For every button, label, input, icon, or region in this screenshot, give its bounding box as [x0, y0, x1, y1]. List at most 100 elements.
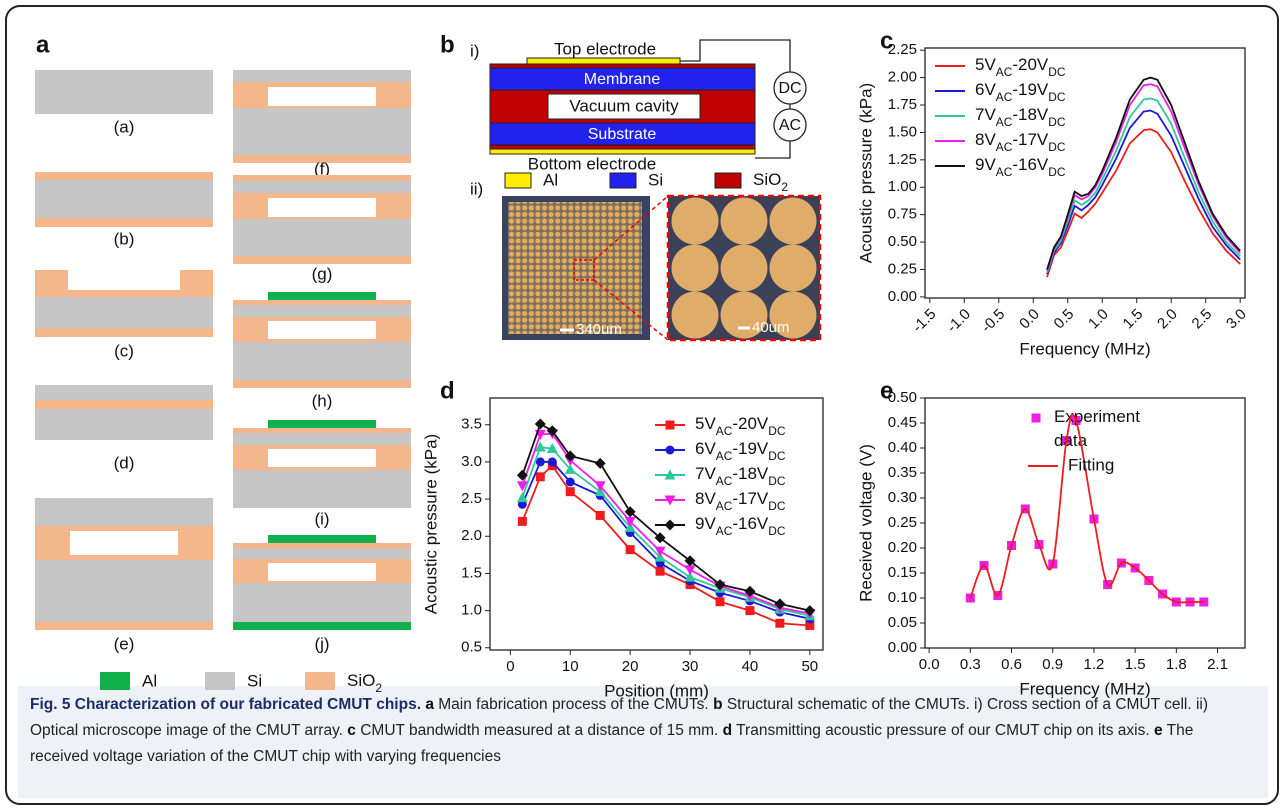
layer	[268, 449, 376, 467]
oxide	[489, 63, 756, 69]
x-tick-label: 2.0	[1154, 306, 1181, 333]
scale-label: 40um	[752, 319, 790, 336]
marker	[664, 519, 676, 531]
wire	[680, 39, 791, 159]
marker	[564, 450, 576, 462]
legend-label: 8VAC-17VDC	[975, 130, 1066, 154]
layer	[268, 563, 376, 581]
layer	[233, 155, 411, 163]
x-tick-label: 10	[562, 658, 579, 675]
marker	[714, 579, 726, 591]
step-label: (d)	[114, 453, 135, 472]
marker	[665, 445, 675, 455]
layer	[35, 385, 213, 400]
y-axis-label: Received voltage (V)	[856, 444, 875, 602]
y-tick-label: 1.0	[461, 602, 482, 619]
cap-label: a	[425, 696, 434, 713]
x-tick-label: 0.3	[960, 656, 981, 673]
marker	[664, 495, 676, 506]
cap-label: d	[722, 722, 733, 739]
label: Top electrode	[554, 39, 656, 58]
x-tick-label: 3.0	[1223, 306, 1250, 333]
layer	[35, 560, 213, 622]
x-tick-label: 2.1	[1207, 656, 1228, 673]
x-tick-label: 30	[682, 658, 699, 675]
y-tick-label: 3.5	[461, 416, 482, 433]
legend-label: 5VAC-20VDC	[975, 55, 1066, 79]
label: DC	[778, 80, 801, 97]
cell	[769, 244, 817, 292]
x-axis-label: Frequency (MHz)	[1019, 679, 1150, 698]
zoom-box	[573, 259, 595, 281]
panel-label: d	[440, 377, 455, 404]
layer	[268, 198, 376, 217]
x-tick-label: -1.5	[909, 306, 939, 336]
layer	[233, 70, 411, 82]
marker	[1031, 413, 1041, 423]
marker	[564, 463, 576, 474]
x-axis-label: Position (mm)	[604, 681, 709, 700]
x-tick-label: -1.0	[944, 306, 974, 336]
layer	[268, 87, 376, 106]
layer	[35, 498, 213, 526]
layer	[233, 428, 411, 433]
layer	[35, 297, 213, 328]
source	[773, 71, 807, 105]
layer	[35, 400, 213, 409]
layer	[233, 256, 411, 264]
legend-label: SiO2	[753, 170, 788, 194]
legend-label: 9VAC-16VDC	[975, 155, 1066, 179]
cap-text: The received voltage variation of the CM…	[30, 722, 1194, 765]
cap-label: c	[347, 722, 356, 739]
plot-frame	[489, 397, 824, 651]
layer	[233, 305, 411, 317]
marker	[665, 420, 675, 430]
legend-label: 6VAC-19VDC	[975, 80, 1066, 104]
y-tick-label: 2.5	[461, 490, 482, 507]
x-tick-label: 50	[801, 658, 818, 675]
x-tick-label: 0.0	[919, 656, 940, 673]
y-tick-label: 0.20	[888, 539, 917, 556]
x-tick-label: 1.0	[1085, 306, 1112, 333]
y-tick-label: 0.35	[888, 464, 917, 481]
plot-frame	[924, 47, 1246, 299]
cavity	[547, 93, 701, 120]
layer	[268, 535, 376, 543]
marker	[624, 506, 636, 518]
legend-label: 9VAC-16VDC	[695, 514, 786, 538]
layer	[233, 548, 411, 559]
cap-text: Main fabrication process of the CMUTs.	[438, 696, 709, 713]
step-label: (c)	[114, 341, 134, 360]
cell	[720, 244, 768, 292]
legend-swatch	[714, 172, 742, 189]
series-line	[1046, 97, 1241, 274]
layer	[233, 433, 411, 445]
y-axis-label: Acoustic pressure (kPa)	[421, 434, 440, 614]
label: Bottom electrode	[528, 154, 657, 173]
x-tick-label: 0.6	[1001, 656, 1022, 673]
marker	[594, 481, 606, 492]
series-line	[1046, 76, 1241, 270]
marker	[516, 469, 528, 481]
series-line	[1046, 109, 1241, 275]
y-tick-label: 0.30	[888, 489, 917, 506]
cap-title: Fig. 5 Characterization of our fabricate…	[30, 696, 421, 713]
marker	[804, 605, 816, 617]
step-label: (i)	[314, 509, 329, 528]
panel-label: c	[880, 27, 893, 54]
marker	[516, 481, 528, 492]
layer	[35, 328, 213, 337]
x-tick-label: 1.5	[1120, 306, 1147, 333]
cell	[769, 291, 817, 339]
series-line	[1046, 128, 1241, 278]
y-axis-label: Acoustic pressure (kPa)	[856, 83, 875, 263]
marker	[654, 532, 666, 544]
layer	[233, 175, 411, 181]
layer	[268, 420, 376, 428]
marker	[625, 545, 635, 555]
marker	[546, 425, 558, 437]
source	[773, 108, 807, 142]
layer	[233, 108, 411, 155]
